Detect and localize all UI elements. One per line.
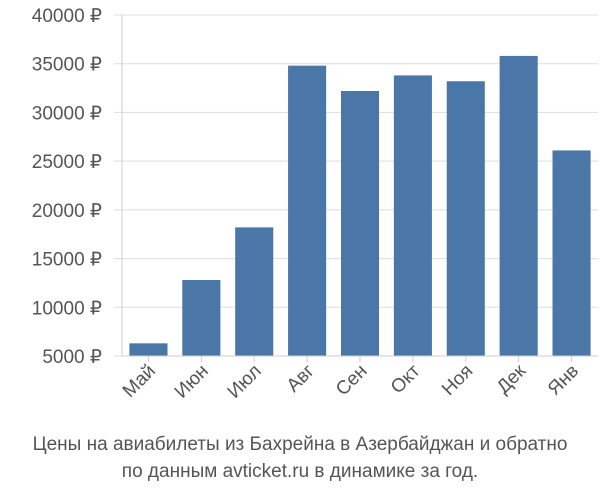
x-tick-label: Авг [283,361,319,397]
y-tick-label: 20000 ₽ [32,201,102,222]
y-tick-label: 15000 ₽ [32,250,102,271]
bars [129,55,591,357]
bar-5 [340,90,380,356]
y-tick-label: 10000 ₽ [32,298,102,319]
bar-6 [393,75,432,357]
x-tick-label: Янв [544,361,583,400]
bar-chart: 5000 ₽ 10000 ₽ 15000 ₽ 20000 ₽ 25000 ₽ 30000 … [32,6,598,403]
y-tick-label: 35000 ₽ [32,55,102,76]
y-tick-label: 5000 ₽ [42,347,102,368]
x-tick-label: Сен [332,361,371,400]
y-tick-label: 25000 ₽ [32,152,102,173]
y-tick-label: 40000 ₽ [32,6,102,27]
bar-2 [182,280,221,356]
x-tick-label: Ноя [438,361,477,400]
x-tick-label: Дек [493,360,531,398]
x-tick-label: Май [119,361,160,402]
bar-9 [552,150,591,356]
chart-caption-line-1: Цены на авиабилеты из Бахрейна в Азербай… [32,434,568,455]
y-tick-label: 30000 ₽ [32,103,102,124]
bar-8 [499,55,538,357]
bar-7 [446,81,485,356]
chart-caption-line-2: по данным avticket.ru в динамике за год. [121,461,479,482]
bar-1 [129,343,168,356]
y-tick-labels: 5000 ₽ 10000 ₽ 15000 ₽ 20000 ₽ 25000 ₽ 30000 … [32,6,102,368]
x-tick-label: Июн [171,361,213,403]
x-tick-label: Окт [387,360,425,398]
axes [121,15,598,362]
bar-3 [235,227,274,356]
x-tick-labels: Май Июн Июл Авг Сен Окт Ноя Дек Янв [119,360,583,403]
bar-4 [288,65,327,357]
x-tick-label: Июл [224,361,266,403]
